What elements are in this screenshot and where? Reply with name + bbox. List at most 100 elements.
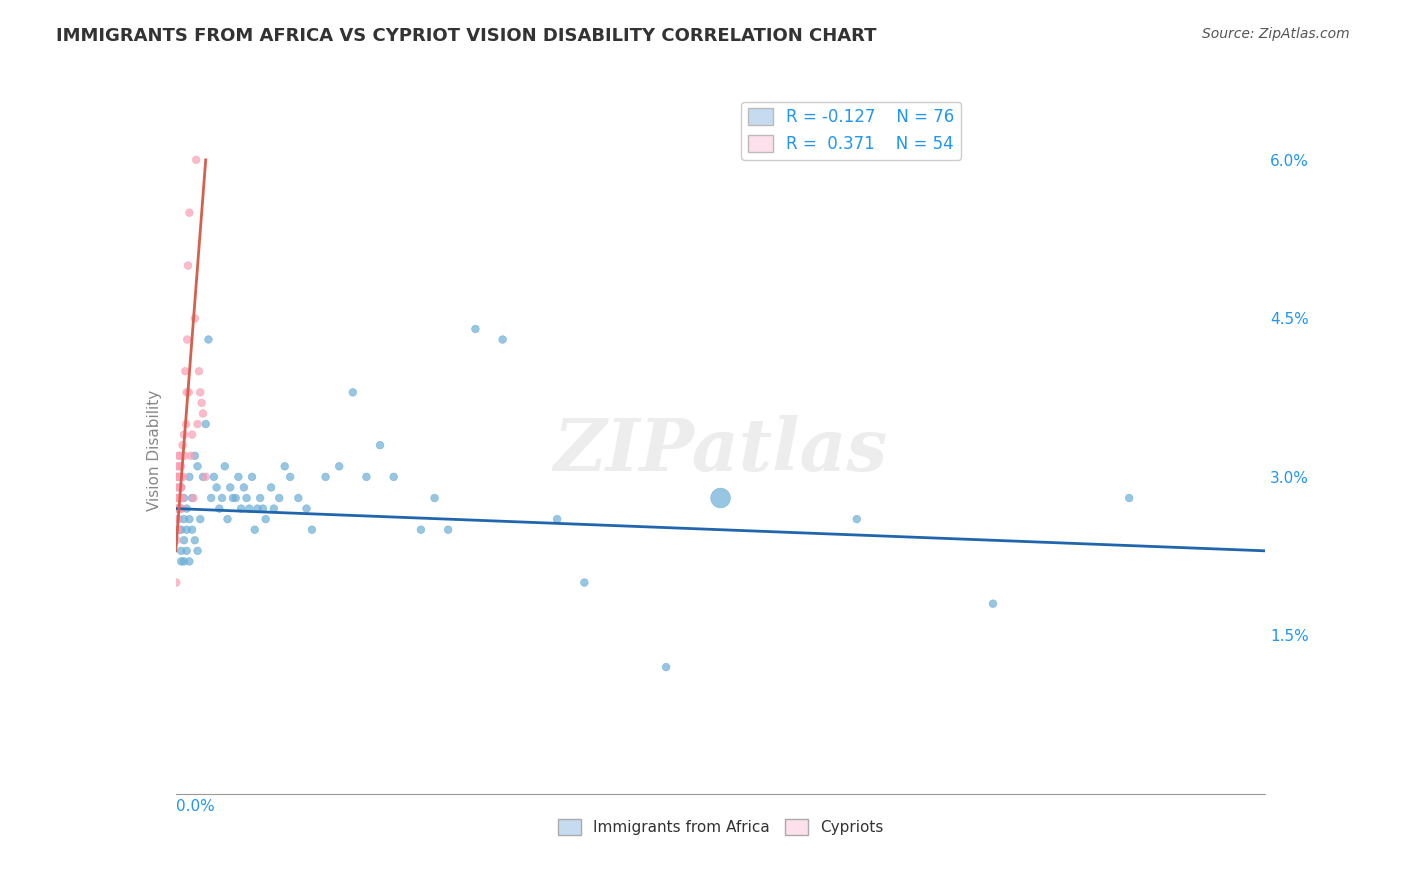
- Point: [166, 501, 188, 516]
- Point: [269, 491, 291, 505]
- Point: [170, 544, 193, 558]
- Point: [170, 480, 193, 494]
- Point: [437, 523, 460, 537]
- Point: [228, 470, 250, 484]
- Point: [169, 491, 191, 505]
- Point: [167, 491, 190, 505]
- Point: [710, 491, 733, 505]
- Point: [170, 459, 193, 474]
- Point: [225, 491, 247, 505]
- Point: [423, 491, 446, 505]
- Point: [176, 523, 198, 537]
- Point: [186, 153, 208, 167]
- Point: [173, 491, 195, 505]
- Point: [167, 512, 190, 526]
- Point: [184, 449, 207, 463]
- Point: [186, 459, 209, 474]
- Point: [238, 501, 260, 516]
- Point: [187, 364, 209, 378]
- Point: [166, 470, 188, 484]
- Point: [464, 322, 486, 336]
- Point: [274, 459, 297, 474]
- Point: [191, 407, 214, 421]
- Point: [166, 491, 188, 505]
- Point: [492, 333, 515, 347]
- Point: [260, 480, 283, 494]
- Point: [165, 491, 187, 505]
- Point: [254, 512, 277, 526]
- Point: [845, 512, 868, 526]
- Point: [315, 470, 337, 484]
- Point: [169, 470, 191, 484]
- Point: [167, 480, 190, 494]
- Point: [328, 459, 350, 474]
- Point: [170, 501, 193, 516]
- Point: [167, 523, 190, 537]
- Point: [246, 501, 269, 516]
- Point: [177, 259, 200, 273]
- Point: [166, 523, 188, 537]
- Point: [184, 533, 207, 548]
- Point: [167, 501, 190, 516]
- Point: [167, 501, 190, 516]
- Point: [170, 470, 193, 484]
- Point: [173, 512, 195, 526]
- Point: [166, 512, 188, 526]
- Point: [194, 470, 217, 484]
- Point: [231, 501, 253, 516]
- Point: [167, 449, 190, 463]
- Point: [181, 427, 204, 442]
- Text: IMMIGRANTS FROM AFRICA VS CYPRIOT VISION DISABILITY CORRELATION CHART: IMMIGRANTS FROM AFRICA VS CYPRIOT VISION…: [56, 27, 877, 45]
- Point: [176, 501, 198, 516]
- Point: [208, 501, 231, 516]
- Point: [574, 575, 596, 590]
- Text: Source: ZipAtlas.com: Source: ZipAtlas.com: [1202, 27, 1350, 41]
- Point: [169, 501, 191, 516]
- Point: [235, 491, 257, 505]
- Point: [174, 364, 197, 378]
- Point: [176, 333, 198, 347]
- Point: [232, 480, 254, 494]
- Point: [165, 480, 187, 494]
- Point: [166, 470, 188, 484]
- Point: [186, 544, 209, 558]
- Point: [176, 385, 198, 400]
- Point: [356, 470, 378, 484]
- Point: [214, 459, 236, 474]
- Point: [167, 459, 190, 474]
- Point: [202, 470, 225, 484]
- Y-axis label: Vision Disability: Vision Disability: [146, 390, 162, 511]
- Point: [252, 501, 274, 516]
- Point: [170, 501, 193, 516]
- Point: [278, 470, 301, 484]
- Point: [170, 480, 193, 494]
- Point: [301, 523, 323, 537]
- Text: ZIPatlas: ZIPatlas: [554, 415, 887, 486]
- Point: [170, 554, 193, 568]
- Point: [200, 491, 222, 505]
- Point: [1118, 491, 1140, 505]
- Point: [188, 385, 211, 400]
- Point: [409, 523, 432, 537]
- Point: [205, 480, 228, 494]
- Point: [166, 459, 188, 474]
- Point: [177, 385, 200, 400]
- Point: [167, 470, 190, 484]
- Point: [173, 554, 195, 568]
- Point: [368, 438, 391, 452]
- Point: [183, 491, 205, 505]
- Point: [211, 491, 233, 505]
- Point: [222, 491, 245, 505]
- Point: [179, 512, 201, 526]
- Point: [170, 491, 193, 505]
- Point: [173, 427, 195, 442]
- Point: [188, 512, 211, 526]
- Point: [167, 523, 190, 537]
- Point: [217, 512, 239, 526]
- Point: [295, 501, 318, 516]
- Point: [167, 491, 190, 505]
- Point: [184, 311, 207, 326]
- Point: [243, 523, 266, 537]
- Point: [169, 449, 191, 463]
- Point: [173, 449, 195, 463]
